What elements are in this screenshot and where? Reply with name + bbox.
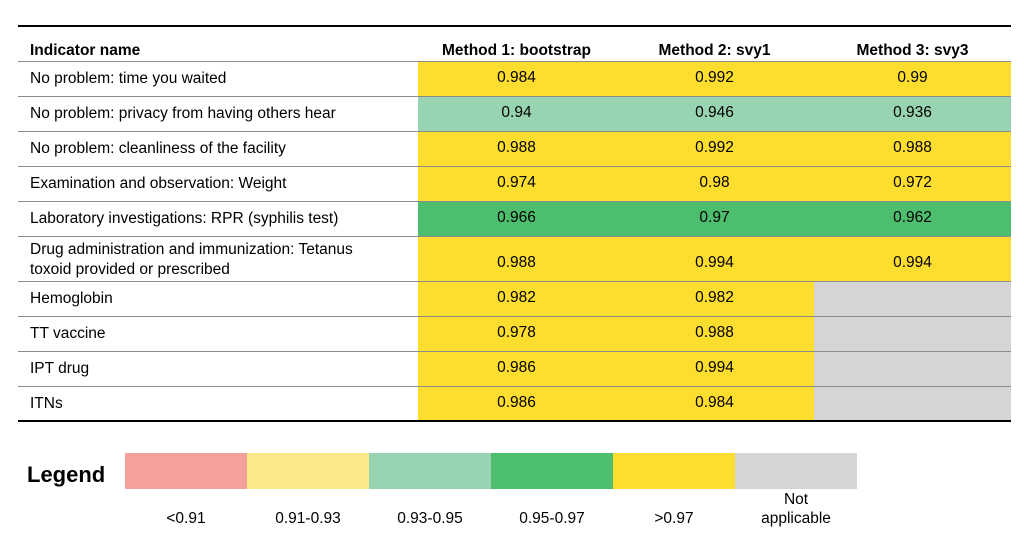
value-label: 0.994 [695,359,734,376]
value-label: 0.988 [695,324,734,341]
value-cell [814,352,1011,386]
value-cell [814,202,1011,236]
value-cell [418,62,615,96]
row-divider [18,236,1011,237]
table-top-rule [18,25,1011,27]
value-cell [615,317,814,351]
value-label: 0.992 [695,69,734,86]
value-label: 0.972 [893,174,932,191]
legend-title: Legend [27,462,106,487]
legend-label-r095_097: 0.95-0.97 [519,510,585,527]
value-cell [615,167,814,201]
legend-label-r091_093: 0.91-0.93 [275,510,341,527]
value-label: 0.986 [497,394,536,411]
value-cell [814,167,1011,201]
row-divider [18,351,1011,352]
value-label: 0.984 [695,394,734,411]
value-cell [814,237,1011,281]
value-label: 0.978 [497,324,536,341]
legend-swatch-r095_097 [491,453,613,489]
row-divider [18,281,1011,282]
value-label: 0.988 [497,139,536,156]
value-label: 0.99 [897,69,928,86]
row-divider [18,61,1011,62]
value-label: 0.984 [497,69,536,86]
legend-label-lt091: <0.91 [166,510,206,527]
column-header-indicator: Indicator name [30,42,141,59]
value-cell [418,317,615,351]
value-cell [814,132,1011,166]
value-label: 0.994 [695,254,734,271]
indicator-name: Examination and observation: Weight [30,175,287,192]
value-cell [814,317,1011,351]
row-divider [18,96,1011,97]
table-bottom-rule [18,420,1011,422]
value-label: 0.98 [699,174,730,191]
legend-swatch-lt091 [125,453,247,489]
value-cell [615,237,814,281]
value-label: 0.94 [501,104,532,121]
value-cell [615,97,814,131]
value-label: 0.962 [893,209,932,226]
value-cell [814,62,1011,96]
value-label: 0.994 [893,254,932,271]
legend: Legend <0.91 0.91-0.93 0.93-0.95 0.95-0.97 >… [0,440,1024,549]
indicator-name: ITNs [30,395,63,412]
value-cell [418,132,615,166]
legend-swatch-r091_093 [247,453,369,489]
value-label: 0.966 [497,209,536,226]
indicator-name: TT vaccine [30,325,106,342]
value-cell [814,97,1011,131]
value-cell [814,387,1011,421]
indicator-name: No problem: cleanliness of the facility [30,140,286,157]
results-table: Indicator name Method 1: bootstrap Method … [18,25,1011,430]
value-label: 0.97 [699,209,730,226]
value-label: 0.986 [497,359,536,376]
legend-swatch-r093_095 [369,453,491,489]
value-cell [418,387,615,421]
value-label: 0.936 [893,104,932,121]
row-divider [18,166,1011,167]
value-cell [418,282,615,316]
legend-label-gt097: >0.97 [654,510,694,527]
value-cell [418,97,615,131]
value-label: 0.988 [893,139,932,156]
value-cell [418,202,615,236]
value-cell [615,352,814,386]
column-header-method-3: Method 3: svy3 [856,42,969,59]
value-cell [615,62,814,96]
value-cell [418,237,615,281]
column-header-method-1: Method 1: bootstrap [442,42,591,59]
legend-swatch-na [735,453,857,489]
value-cell [615,202,814,236]
column-header-method-2: Method 2: svy1 [658,42,771,59]
value-cell [615,387,814,421]
row-divider [18,386,1011,387]
indicator-name: No problem: time you waited [30,70,227,87]
value-label: 0.992 [695,139,734,156]
row-divider [18,316,1011,317]
indicator-name: Hemoglobin [30,290,113,307]
value-label: 0.974 [497,174,536,191]
value-cell [814,282,1011,316]
row-divider [18,131,1011,132]
legend-label-na: Not applicable [761,491,831,527]
value-cell [418,352,615,386]
value-label: 0.988 [497,254,536,271]
legend-swatch-gt097 [613,453,735,489]
value-label: 0.946 [695,104,734,121]
legend-label-r093_095: 0.93-0.95 [397,510,463,527]
value-label: 0.982 [497,289,536,306]
indicator-name: Laboratory investigations: RPR (syphilis… [30,210,339,227]
indicator-name: IPT drug [30,360,90,377]
value-cell [418,167,615,201]
value-cell [615,282,814,316]
value-label: 0.982 [695,289,734,306]
indicator-name: No problem: privacy from having others h… [30,105,336,122]
value-cell [615,132,814,166]
row-divider [18,201,1011,202]
indicator-name: Drug administration and immunization: Te… [30,241,353,278]
